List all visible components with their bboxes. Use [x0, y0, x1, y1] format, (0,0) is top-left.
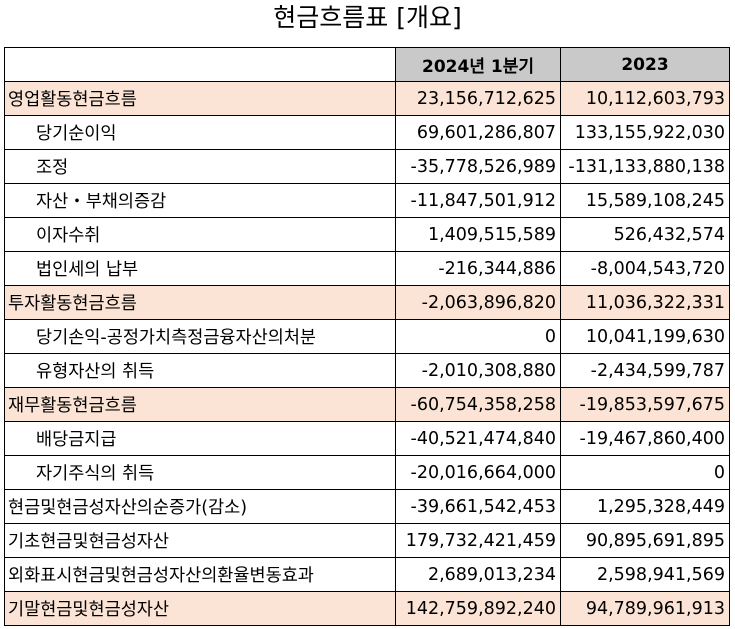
table-row: 당기순이익 69,601,286,807 133,155,922,030	[4, 115, 730, 150]
value-2023: 15,589,108,245	[560, 183, 730, 218]
value-2023: 10,112,603,793	[560, 81, 730, 116]
table-row: 기초현금및현금성자산 179,732,421,459 90,895,691,895	[4, 523, 730, 558]
table-row: 이자수취 1,409,515,589 526,432,574	[4, 217, 730, 252]
value-2024q1: -2,063,896,820	[395, 285, 561, 320]
value-2024q1: -60,754,358,258	[395, 387, 561, 422]
row-label: 투자활동현금흐름	[4, 285, 396, 320]
value-2024q1: 23,156,712,625	[395, 81, 561, 116]
value-2023: 2,598,941,569	[560, 557, 730, 592]
value-2024q1: 2,689,013,234	[395, 557, 561, 592]
row-label: 외화표시현금및현금성자산의환율변동효과	[4, 557, 396, 592]
value-2024q1: 142,759,892,240	[395, 591, 561, 626]
value-2024q1: -216,344,886	[395, 251, 561, 286]
row-label: 당기손익-공정가치측정금융자산의처분	[4, 319, 396, 354]
value-2024q1: 179,732,421,459	[395, 523, 561, 558]
column-header-2023: 2023	[560, 47, 730, 82]
value-2024q1: -40,521,474,840	[395, 421, 561, 456]
table-row: 투자활동현금흐름 -2,063,896,820 11,036,322,331	[4, 285, 730, 320]
table-row: 외화표시현금및현금성자산의환율변동효과 2,689,013,234 2,598,94…	[4, 557, 730, 592]
value-2024q1: -35,778,526,989	[395, 149, 561, 184]
value-2024q1: -20,016,664,000	[395, 455, 561, 490]
table-row: 조정 -35,778,526,989 -131,133,880,138	[4, 149, 730, 184]
row-label: 조정	[4, 149, 396, 184]
row-label: 이자수취	[4, 217, 396, 252]
value-2024q1: 0	[395, 319, 561, 354]
value-2023: 0	[560, 455, 730, 490]
value-2023: 90,895,691,895	[560, 523, 730, 558]
table-row: 유형자산의 취득 -2,010,308,880 -2,434,599,787	[4, 353, 730, 388]
cash-flow-table: 2024년 1분기 2023 영업활동현금흐름 23,156,712,625 10,…	[4, 47, 730, 626]
row-label: 배당금지급	[4, 421, 396, 456]
table-body: 영업활동현금흐름 23,156,712,625 10,112,603,793 당기순이…	[4, 81, 730, 626]
row-label: 기초현금및현금성자산	[4, 523, 396, 558]
value-2023: 526,432,574	[560, 217, 730, 252]
page-title: 현금흐름표 [개요]	[273, 3, 462, 32]
table-row: 자기주식의 취득 -20,016,664,000 0	[4, 455, 730, 490]
value-2023: -19,853,597,675	[560, 387, 730, 422]
value-2023: 10,041,199,630	[560, 319, 730, 354]
table-row: 재무활동현금흐름 -60,754,358,258 -19,853,597,675	[4, 387, 730, 422]
column-header-2024q1: 2024년 1분기	[395, 47, 561, 82]
value-2023: 133,155,922,030	[560, 115, 730, 150]
table-row: 배당금지급 -40,521,474,840 -19,467,860,400	[4, 421, 730, 456]
row-label: 법인세의 납부	[4, 251, 396, 286]
value-2023: -2,434,599,787	[560, 353, 730, 388]
row-label: 자기주식의 취득	[4, 455, 396, 490]
row-label: 기말현금및현금성자산	[4, 591, 396, 626]
value-2024q1: 1,409,515,589	[395, 217, 561, 252]
row-label: 영업활동현금흐름	[4, 81, 396, 116]
table-row: 법인세의 납부 -216,344,886 -8,004,543,720	[4, 251, 730, 286]
row-label: 현금및현금성자산의순증가(감소)	[4, 489, 396, 524]
table-row: 당기손익-공정가치측정금융자산의처분 0 10,041,199,630	[4, 319, 730, 354]
value-2023: 11,036,322,331	[560, 285, 730, 320]
table-header-row: 2024년 1분기 2023	[4, 47, 730, 82]
value-2024q1: 69,601,286,807	[395, 115, 561, 150]
table-row: 영업활동현금흐름 23,156,712,625 10,112,603,793	[4, 81, 730, 116]
value-2024q1: -2,010,308,880	[395, 353, 561, 388]
row-label: 유형자산의 취득	[4, 353, 396, 388]
value-2023: 94,789,961,913	[560, 591, 730, 626]
value-2023: -19,467,860,400	[560, 421, 730, 456]
table-row: 자산・부채의증감 -11,847,501,912 15,589,108,245	[4, 183, 730, 218]
row-label: 당기순이익	[4, 115, 396, 150]
row-label: 재무활동현금흐름	[4, 387, 396, 422]
value-2024q1: -39,661,542,453	[395, 489, 561, 524]
value-2024q1: -11,847,501,912	[395, 183, 561, 218]
value-2023: -8,004,543,720	[560, 251, 730, 286]
table-row: 현금및현금성자산의순증가(감소) -39,661,542,453 1,295,328…	[4, 489, 730, 524]
header-blank-cell	[4, 47, 396, 82]
value-2023: -131,133,880,138	[560, 149, 730, 184]
row-label: 자산・부채의증감	[4, 183, 396, 218]
table-row: 기말현금및현금성자산 142,759,892,240 94,789,961,913	[4, 591, 730, 626]
value-2023: 1,295,328,449	[560, 489, 730, 524]
